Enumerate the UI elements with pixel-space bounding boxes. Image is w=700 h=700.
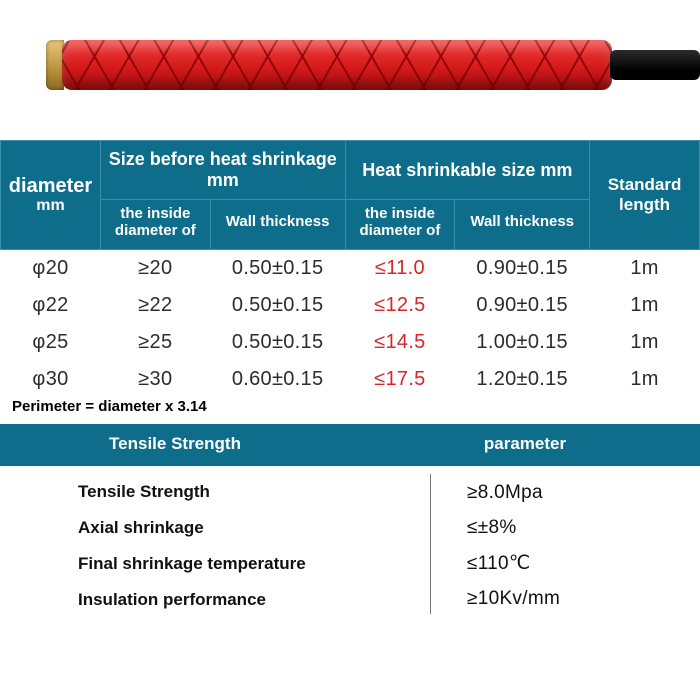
perimeter-formula: Perimeter = diameter x 3.14 — [12, 398, 207, 415]
diameter-unit: mm — [7, 197, 94, 215]
tensile-label: Insulation performance — [78, 590, 430, 610]
cell-inside2: ≤17.5 — [345, 361, 455, 398]
grip-sleeve — [62, 40, 612, 90]
tensile-label: Tensile Strength — [78, 482, 430, 502]
spec-header-row-1: diameter mm Size before heat shrinkage m… — [1, 141, 700, 200]
tensile-header-left: Tensile Strength — [0, 424, 350, 466]
tensile-value: ≥8.0Mpa — [467, 482, 700, 504]
subcol-wall-1: Wall thickness — [210, 200, 345, 250]
cell-inside2: ≤11.0 — [345, 250, 455, 288]
cell-wall1: 0.50±0.15 — [210, 324, 345, 361]
cell-diam: φ30 — [1, 361, 101, 398]
tensile-labels: Tensile Strength Axial shrinkage Final s… — [0, 468, 430, 626]
cell-inside1: ≥30 — [100, 361, 210, 398]
subcol-inside-1: the inside diameter of — [100, 200, 210, 250]
cell-inside2: ≤14.5 — [345, 324, 455, 361]
cell-stdlen: 1m — [590, 250, 700, 288]
tensile-label: Final shrinkage temperature — [78, 554, 430, 574]
cell-diam: φ20 — [1, 250, 101, 288]
col-after-shrink: Heat shrinkable size mm — [345, 141, 590, 200]
table-row: φ20 ≥20 0.50±0.15 ≤11.0 0.90±0.15 1m — [1, 250, 700, 288]
cell-wall2: 0.90±0.15 — [455, 250, 590, 288]
cell-stdlen: 1m — [590, 361, 700, 398]
spec-table-body: φ20 ≥20 0.50±0.15 ≤11.0 0.90±0.15 1m φ22… — [1, 250, 700, 399]
cell-inside2: ≤12.5 — [345, 287, 455, 324]
col-standard-length: Standard length — [590, 141, 700, 250]
cell-wall2: 1.20±0.15 — [455, 361, 590, 398]
cell-wall1: 0.60±0.15 — [210, 361, 345, 398]
cell-inside1: ≥20 — [100, 250, 210, 288]
table-row: φ22 ≥22 0.50±0.15 ≤12.5 0.90±0.15 1m — [1, 287, 700, 324]
cell-stdlen: 1m — [590, 287, 700, 324]
tensile-header-right: parameter — [350, 424, 700, 466]
cell-stdlen: 1m — [590, 324, 700, 361]
cell-diam: φ22 — [1, 287, 101, 324]
cell-wall2: 1.00±0.15 — [455, 324, 590, 361]
cell-wall1: 0.50±0.15 — [210, 287, 345, 324]
cell-wall2: 0.90±0.15 — [455, 287, 590, 324]
tensile-body: Tensile Strength Axial shrinkage Final s… — [0, 468, 700, 626]
diameter-label: diameter — [9, 175, 92, 197]
product-photo — [0, 0, 700, 140]
tensile-value: ≤110℃ — [467, 552, 700, 575]
cell-diam: φ25 — [1, 324, 101, 361]
tensile-values: ≥8.0Mpa ≤±8% ≤110℃ ≥10Kv/mm — [431, 468, 700, 626]
subcol-wall-2: Wall thickness — [455, 200, 590, 250]
spec-table: diameter mm Size before heat shrinkage m… — [0, 140, 700, 398]
tensile-label: Axial shrinkage — [78, 518, 430, 538]
tensile-header: Tensile Strength parameter — [0, 424, 700, 466]
col-before-shrink: Size before heat shrinkage mm — [100, 141, 345, 200]
cell-inside1: ≥25 — [100, 324, 210, 361]
cell-wall1: 0.50±0.15 — [210, 250, 345, 288]
tensile-value: ≤±8% — [467, 517, 700, 539]
cell-inside1: ≥22 — [100, 287, 210, 324]
tensile-value: ≥10Kv/mm — [467, 588, 700, 610]
table-row: φ30 ≥30 0.60±0.15 ≤17.5 1.20±0.15 1m — [1, 361, 700, 398]
col-diameter: diameter mm — [1, 141, 101, 250]
table-row: φ25 ≥25 0.50±0.15 ≤14.5 1.00±0.15 1m — [1, 324, 700, 361]
rod-shaft — [610, 50, 700, 80]
subcol-inside-2: the inside diameter of — [345, 200, 455, 250]
